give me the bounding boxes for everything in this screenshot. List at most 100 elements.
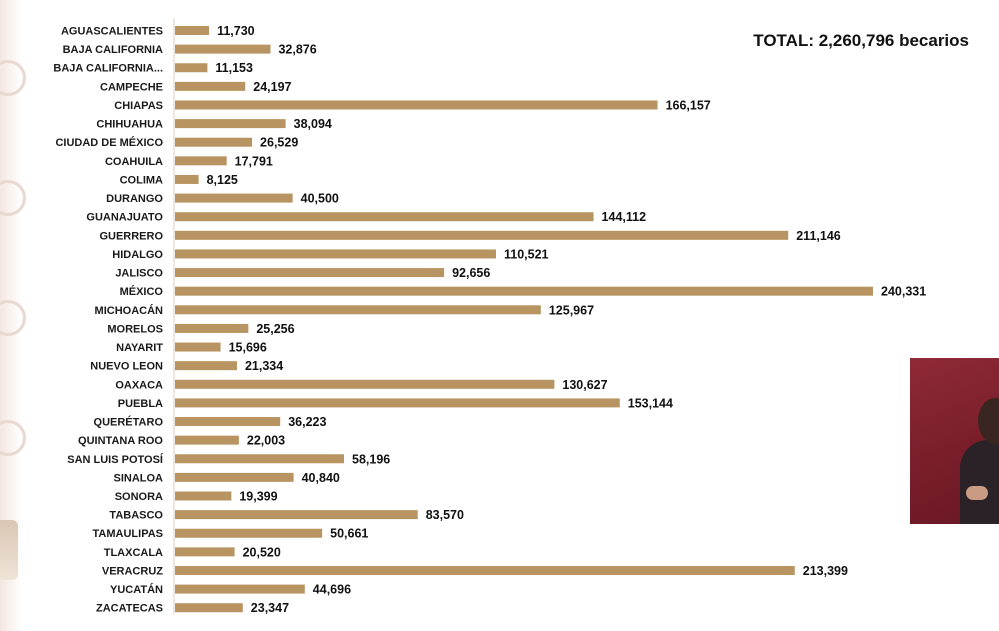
category-label: HIDALGO [112, 249, 163, 261]
total-label: TOTAL: 2,260,796 becarios [753, 31, 969, 50]
bar [175, 342, 221, 352]
value-label: 19,399 [239, 490, 277, 504]
value-label: 130,627 [562, 378, 607, 392]
category-label: NAYARIT [116, 342, 163, 354]
value-label: 144,112 [602, 210, 647, 224]
category-label: CAMPECHE [100, 81, 163, 93]
bar [175, 361, 237, 371]
category-label: SONORA [115, 491, 163, 503]
corner-emblem [0, 520, 18, 580]
category-label: TLAXCALA [104, 547, 163, 559]
category-label: SAN LUIS POTOSÍ [67, 453, 164, 466]
value-label: 213,399 [803, 564, 848, 578]
bar [175, 44, 271, 54]
value-label: 38,094 [294, 117, 332, 131]
value-label: 240,331 [881, 285, 926, 299]
bar [175, 212, 594, 222]
bar [175, 137, 253, 147]
value-label: 83,570 [426, 508, 464, 522]
category-label: YUCATÁN [110, 583, 163, 596]
bar [175, 230, 789, 240]
bar [175, 100, 658, 110]
bar [175, 435, 239, 445]
value-label: 26,529 [260, 136, 298, 150]
category-label: MORELOS [107, 323, 163, 335]
bar [175, 63, 208, 73]
decorative-ornament [0, 420, 26, 456]
category-label: COLIMA [120, 174, 163, 186]
bar [175, 491, 232, 501]
bar [175, 472, 294, 482]
category-label: QUERÉTARO [94, 416, 164, 429]
bar [175, 193, 293, 203]
interpreter-head [978, 398, 999, 444]
category-label: TABASCO [109, 510, 163, 522]
bar [175, 26, 210, 35]
category-label: ZACATECAS [96, 603, 163, 615]
category-label: PUEBLA [118, 398, 163, 410]
value-label: 17,791 [235, 154, 273, 168]
bar [175, 398, 620, 408]
value-label: 20,520 [243, 545, 281, 559]
category-label: VERACRUZ [102, 565, 163, 577]
category-label: MÉXICO [120, 285, 164, 298]
value-label: 11,730 [217, 24, 255, 38]
value-label: 110,521 [504, 247, 549, 261]
category-label: COAHUILA [105, 156, 163, 168]
value-label: 211,146 [796, 229, 841, 243]
bar [175, 268, 445, 278]
value-label: 153,144 [628, 396, 673, 410]
value-label: 21,334 [245, 359, 283, 373]
bar [175, 174, 199, 184]
category-label: TAMAULIPAS [93, 528, 163, 540]
category-label: SINALOA [114, 472, 164, 484]
bar [175, 323, 249, 333]
bar [175, 454, 345, 464]
value-label: 15,696 [229, 341, 267, 355]
bar [175, 156, 227, 166]
value-label: 58,196 [352, 452, 390, 466]
bar [175, 547, 235, 557]
interpreter-body [960, 440, 999, 524]
value-label: 40,500 [301, 192, 339, 206]
value-label: 125,967 [549, 303, 594, 317]
value-label: 11,153 [215, 61, 253, 75]
category-label: JALISCO [115, 268, 163, 280]
value-label: 36,223 [288, 415, 326, 429]
decorative-ornament [0, 180, 26, 216]
category-label: MICHOACÁN [95, 304, 163, 317]
value-label: 92,656 [452, 266, 490, 280]
category-label: CHIHUAHUA [96, 119, 163, 131]
bar [175, 379, 555, 389]
category-label: QUINTANA ROO [78, 435, 163, 447]
interpreter-hand [966, 486, 988, 500]
bar [175, 510, 418, 520]
bar [175, 286, 873, 296]
category-label: CIUDAD DE MÉXICO [55, 136, 163, 149]
category-label: CHIAPAS [114, 100, 163, 112]
bars-group: AGUASCALIENTES 11,730 BAJA CALIFORNIA 32,87… [53, 24, 926, 615]
category-label: GUANAJUATO [86, 212, 163, 224]
category-label: OAXACA [115, 379, 163, 391]
category-label: NUEVO LEON [90, 361, 163, 373]
value-label: 166,157 [666, 98, 711, 112]
value-label: 40,840 [302, 471, 340, 485]
bar [175, 528, 323, 538]
category-label: BAJA CALIFORNIA [63, 44, 163, 56]
value-label: 32,876 [278, 43, 316, 57]
decorative-ornament [0, 60, 26, 96]
category-label: AGUASCALIENTES [61, 26, 163, 38]
value-label: 22,003 [247, 434, 285, 448]
bar [175, 249, 496, 259]
value-label: 25,256 [256, 322, 294, 336]
bar [175, 584, 305, 594]
category-label: GUERRERO [99, 230, 163, 242]
value-label: 8,125 [207, 173, 238, 187]
bar [175, 119, 286, 129]
bar [175, 417, 281, 427]
left-decorative-border [0, 0, 26, 631]
sign-language-interpreter-video [910, 358, 999, 524]
bar [175, 603, 243, 613]
value-label: 24,197 [253, 80, 291, 94]
